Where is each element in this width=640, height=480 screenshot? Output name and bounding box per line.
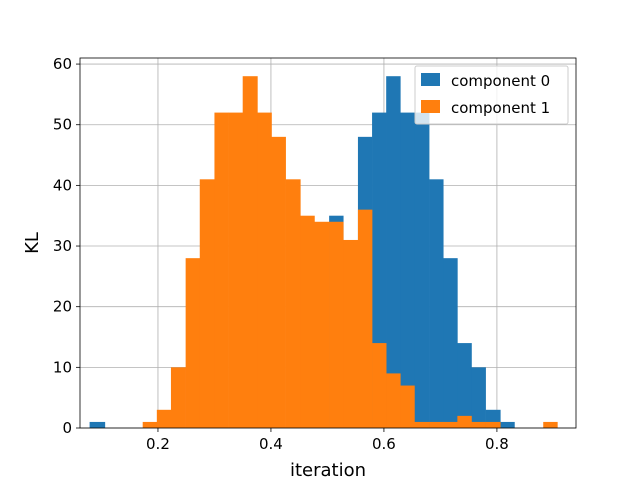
histogram-bar [271, 136, 286, 428]
histogram-bar [228, 112, 243, 429]
x-tick-label: 0.8 [485, 435, 509, 453]
legend-frame [414, 65, 569, 125]
histogram-bar [89, 421, 106, 428]
y-tick-label: 10 [53, 358, 72, 376]
histogram-bar [443, 421, 458, 428]
histogram-bar [329, 221, 344, 428]
histogram-bar [285, 179, 301, 428]
x-tick-label: 0.6 [372, 435, 396, 453]
histogram-bar [314, 221, 330, 428]
series-1-bars [142, 76, 558, 429]
y-tick-label: 60 [53, 55, 72, 73]
histogram-bar [142, 421, 158, 428]
histogram-bar [214, 112, 229, 429]
x-axis-label: iteration [290, 460, 366, 480]
histogram-bar [443, 258, 458, 428]
histogram-bar [242, 76, 258, 429]
histogram-bar [170, 367, 186, 428]
legend-label-component-0: component 0 [451, 72, 550, 90]
histogram-bar [471, 421, 486, 428]
histogram-bar [429, 421, 444, 428]
histogram-bar [543, 421, 558, 428]
legend-swatch-component-0 [421, 73, 440, 86]
legend: component 0 component 1 [414, 65, 569, 125]
y-tick-label: 50 [53, 116, 72, 134]
legend-label-component-1: component 1 [451, 99, 550, 117]
histogram-bar [400, 385, 415, 428]
y-tick-label: 40 [53, 176, 72, 194]
x-tick-label: 0.2 [146, 435, 170, 453]
histogram-bar [156, 409, 172, 428]
y-axis-label: KL [22, 232, 43, 254]
histogram-bar [500, 421, 515, 428]
histogram-bar [457, 415, 472, 428]
y-tick-label: 20 [53, 298, 72, 316]
histogram-bars [89, 76, 558, 429]
histogram-bar [485, 421, 501, 428]
axis-ticks: 0.2 0.4 0.6 0.8 0 10 20 30 40 50 60 [53, 55, 509, 453]
y-tick-label: 30 [53, 237, 72, 255]
histogram-bar [457, 343, 472, 428]
y-tick-label: 0 [62, 419, 72, 437]
histogram-bar [257, 112, 272, 429]
histogram-bar [386, 76, 401, 429]
histogram-bar [357, 209, 373, 428]
histogram-bar [471, 367, 486, 428]
histogram-bar [199, 179, 215, 428]
histogram-bar [185, 258, 201, 428]
histogram-bar [343, 239, 359, 428]
histogram-bar [414, 112, 430, 429]
histogram-bar [300, 215, 315, 428]
histogram-bar [400, 112, 415, 429]
histogram-bar [414, 421, 430, 428]
histogram-bar [429, 179, 444, 428]
legend-swatch-component-1 [421, 100, 440, 113]
histogram-bar [372, 343, 387, 428]
plot-frame [79, 57, 577, 429]
histogram-bar [386, 373, 401, 428]
x-tick-label: 0.4 [259, 435, 283, 453]
